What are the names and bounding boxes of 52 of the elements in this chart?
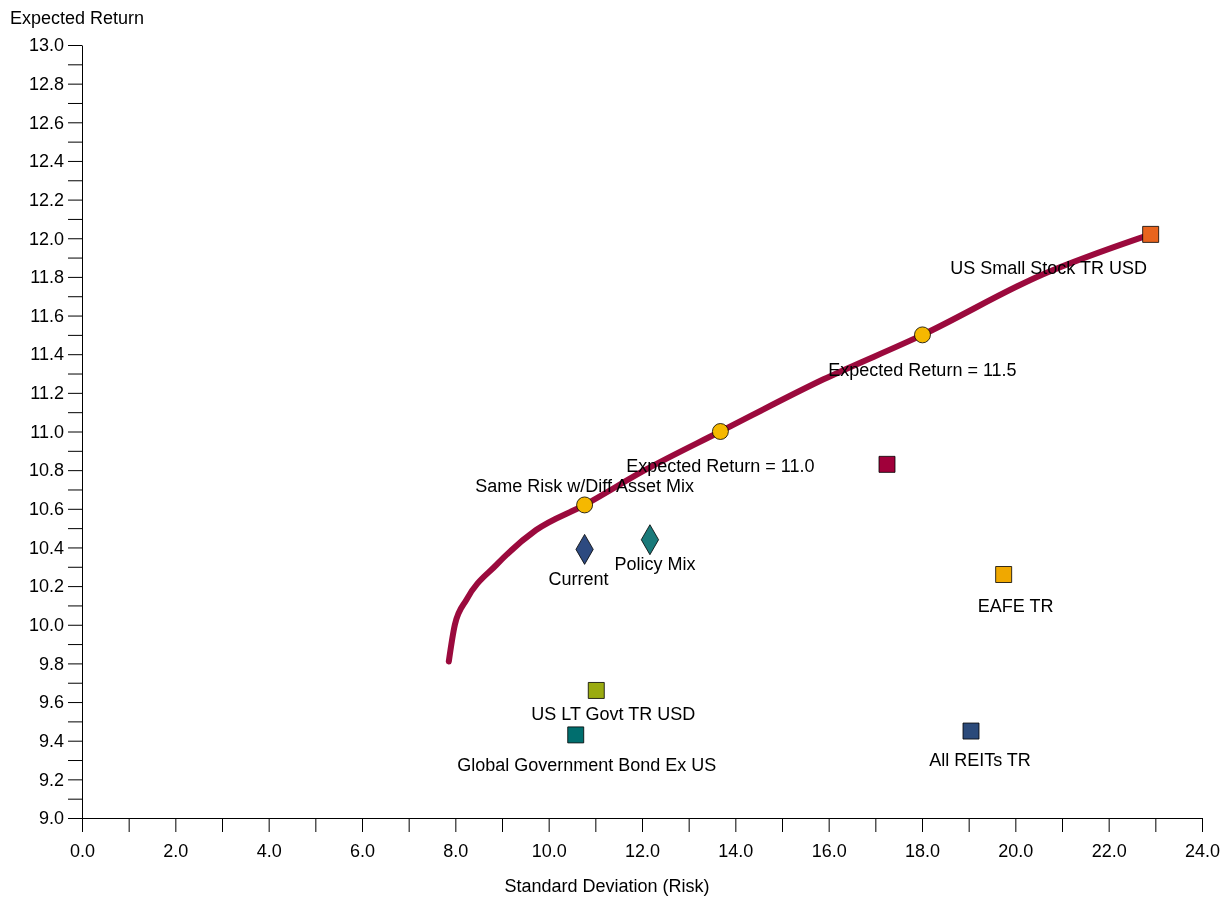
series-label: EAFE TR xyxy=(977,595,1054,616)
x-tick-label: 22.0 xyxy=(1091,840,1127,861)
x-axis-title: Standard Deviation (Risk) xyxy=(504,876,710,896)
y-tick-label: 9.4 xyxy=(38,730,64,751)
point xyxy=(962,722,980,740)
y-tick-label: 11.8 xyxy=(30,267,64,288)
series-label: US LT Govt TR USD xyxy=(531,704,696,725)
x-tick-label: 0.0 xyxy=(69,840,96,861)
point xyxy=(995,566,1013,583)
y-tick-label: 11.0 xyxy=(30,421,64,442)
y-tick-label: 10.0 xyxy=(28,615,64,636)
x-tick-label: 2.0 xyxy=(163,840,189,861)
x-tick-label: 8.0 xyxy=(443,840,469,861)
x-tick-label: 12.0 xyxy=(624,840,661,861)
series-label: All REITs TR xyxy=(929,750,1031,771)
y-tick-label: 11.2 xyxy=(30,383,64,404)
x-tick-label: 20.0 xyxy=(998,840,1034,861)
y-tick-label: 9.6 xyxy=(38,692,64,713)
y-tick-label: 12.8 xyxy=(28,73,64,94)
series-label: Same Risk w/Diff Asset Mix xyxy=(475,475,694,496)
y-tick-label: 10.2 xyxy=(28,576,64,597)
point xyxy=(576,496,593,514)
y-tick-label: 9.2 xyxy=(38,769,64,790)
y-tick-label: 10.8 xyxy=(28,460,64,481)
y-tick-label: 12.4 xyxy=(28,151,64,172)
x-tick-label: 14.0 xyxy=(718,840,754,861)
y-tick-label: 9.0 xyxy=(38,808,64,829)
y-tick-label: 13.0 xyxy=(28,35,64,56)
point xyxy=(1142,225,1160,243)
series-label: Global Government Bond Ex US xyxy=(457,754,717,775)
x-tick-label: 6.0 xyxy=(349,840,376,861)
y-tick-label: 11.6 xyxy=(30,305,64,326)
y-tick-label: 12.0 xyxy=(28,228,64,249)
y-tick-label: 9.8 xyxy=(38,653,64,674)
x-tick-label: 4.0 xyxy=(256,840,282,861)
x-tick-label: 10.0 xyxy=(531,840,567,861)
x-tick-label: 24.0 xyxy=(1184,840,1221,861)
point xyxy=(712,423,729,440)
series-label: Current xyxy=(548,569,609,590)
y-tick-label: 10.6 xyxy=(28,499,64,520)
y-tick-label: 11.4 xyxy=(30,344,64,365)
y-tick-label: 12.2 xyxy=(28,189,64,210)
y-tick-label: 10.4 xyxy=(28,537,64,558)
x-tick-label: 16.0 xyxy=(811,840,847,861)
series-label: Policy Mix xyxy=(614,553,696,574)
point xyxy=(914,326,931,344)
point xyxy=(587,682,605,699)
y-tick-label: 12.6 xyxy=(28,112,64,133)
point xyxy=(567,726,585,744)
x-tick-label: 18.0 xyxy=(904,840,941,861)
y-axis-title: Expected Return xyxy=(10,8,145,28)
point xyxy=(878,455,896,473)
